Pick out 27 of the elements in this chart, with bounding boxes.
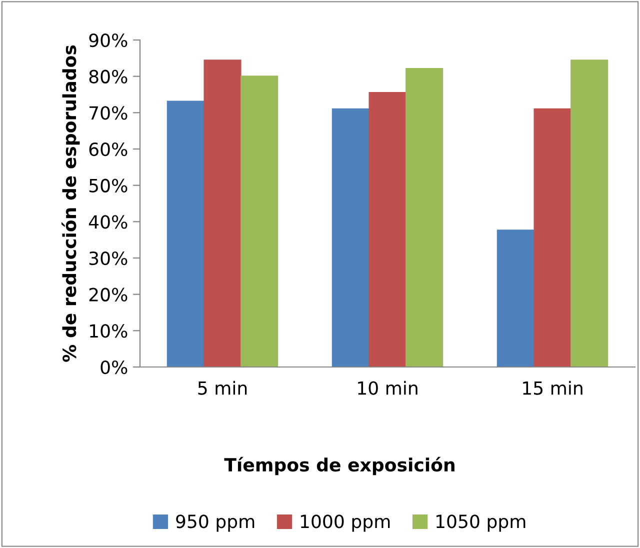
bar: [406, 68, 444, 367]
y-axis-title: % de reducción de esporulados: [62, 45, 80, 362]
y-tick-label: 80%: [89, 70, 128, 84]
legend-label: 1000 ppm: [300, 514, 390, 532]
y-tick-label: 0%: [100, 360, 128, 374]
y-tick-label: 70%: [90, 106, 128, 120]
bar: [166, 100, 204, 367]
bar: [240, 76, 278, 367]
y-tick-label: 50%: [89, 178, 128, 192]
bar: [332, 108, 370, 367]
x-tick-label: 10 min: [358, 380, 418, 395]
bar: [496, 230, 534, 367]
y-tick-label: 90%: [89, 33, 128, 48]
y-tick-label: 30%: [89, 251, 128, 266]
y-tick-label: 60%: [89, 142, 128, 156]
x-tick-label: 15 min: [523, 380, 582, 395]
x-axis-title: Tíempos de exposición: [224, 456, 454, 476]
y-tick-label: 20%: [89, 288, 128, 302]
y-tick-label: 10%: [90, 324, 128, 338]
x-tick-label: 5 min: [198, 380, 247, 395]
legend-label: 1050 ppm: [436, 514, 526, 532]
bar: [204, 60, 242, 367]
bar: [368, 92, 406, 367]
legend-label: 950 ppm: [176, 514, 254, 532]
bar: [570, 60, 608, 367]
bar: [534, 108, 572, 367]
y-tick-label: 40%: [88, 215, 128, 229]
